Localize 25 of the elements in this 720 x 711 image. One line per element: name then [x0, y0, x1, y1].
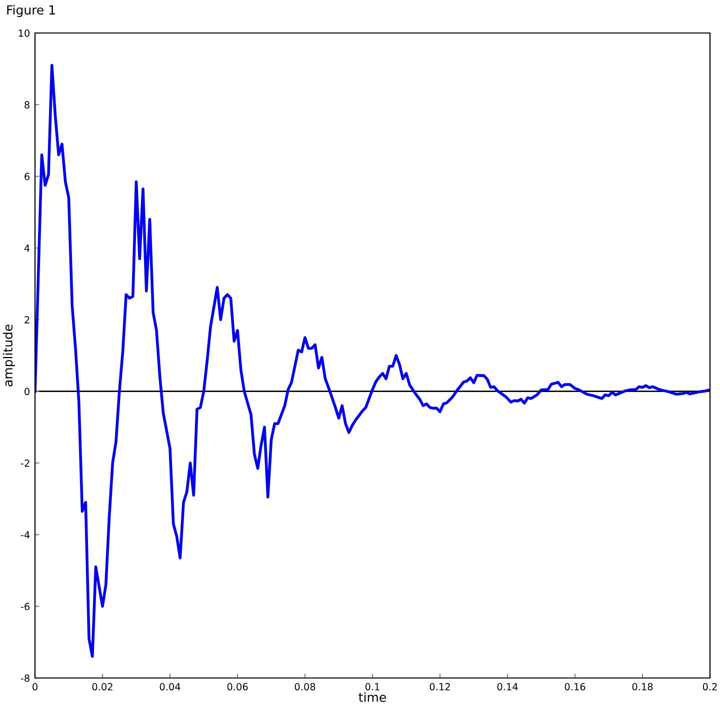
- x-tick-label: 0.08: [294, 683, 316, 690]
- x-tick-label: 0.2: [702, 683, 717, 690]
- x-tick-label: 0.06: [227, 683, 248, 690]
- x-tick-label: 0.1: [365, 683, 380, 690]
- y-tick-label: 10: [18, 29, 30, 37]
- x-axis-title: time: [358, 692, 386, 702]
- x-tick-label: 0.16: [564, 683, 586, 690]
- y-tick-label: -8: [20, 674, 30, 682]
- y-tick-label: 6: [24, 172, 30, 180]
- y-tick-label: -4: [20, 531, 30, 538]
- x-tick-label: 0.18: [632, 683, 653, 690]
- chart-title: Figure 1: [7, 4, 55, 18]
- y-tick-label: 8: [24, 101, 30, 108]
- y-tick-label: 0: [24, 388, 30, 396]
- x-tick-label: 0.04: [160, 683, 180, 690]
- x-tick-label: 0.12: [430, 683, 450, 690]
- y-axis-title: amplitude: [2, 324, 15, 386]
- y-tick-label: 2: [24, 316, 30, 324]
- y-tick-label: 4: [24, 244, 30, 252]
- y-tick-label: -2: [20, 459, 30, 467]
- x-tick-label: 0.02: [92, 683, 112, 690]
- x-tick-label: 0.14: [497, 683, 518, 690]
- line-series: [35, 64, 710, 658]
- y-tick-label: -6: [20, 602, 30, 610]
- x-tick-label: 0: [32, 683, 38, 690]
